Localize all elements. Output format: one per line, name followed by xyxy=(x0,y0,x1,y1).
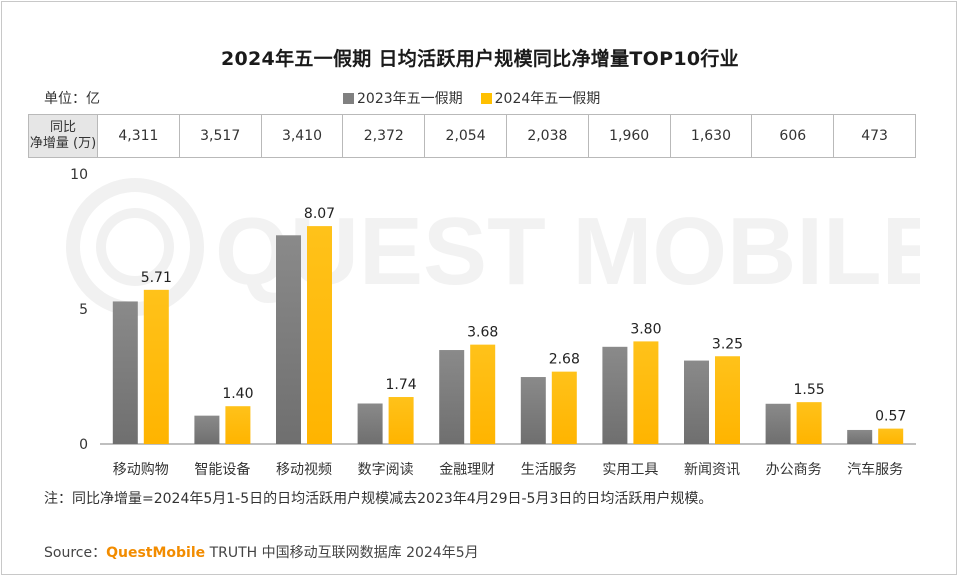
data-label: 1.40 xyxy=(222,386,253,402)
bar-2023 xyxy=(357,403,383,444)
x-category-label: 实用工具 xyxy=(602,462,658,478)
legend-swatch-2023 xyxy=(343,92,354,104)
bar-2023 xyxy=(112,301,138,444)
y-tick-label: 5 xyxy=(79,302,88,318)
legend-item-2023: 2023年五一假期 xyxy=(343,88,463,108)
x-category-label: 金融理财 xyxy=(439,462,495,478)
growth-table-row: 同比 净增量 (万) 4,311 3,517 3,410 2,372 2,054… xyxy=(28,114,916,158)
bar-2024 xyxy=(143,289,169,444)
x-category-label: 智能设备 xyxy=(194,461,250,478)
data-label: 0.57 xyxy=(875,409,906,425)
y-tick-label: 10 xyxy=(70,167,88,183)
x-category-label: 办公商务 xyxy=(766,462,822,478)
growth-cell: 606 xyxy=(751,114,835,158)
bar-2023 xyxy=(194,415,220,444)
growth-table-header-line1: 同比 xyxy=(49,120,76,135)
data-label: 5.71 xyxy=(141,270,172,286)
x-category-label: 移动视频 xyxy=(276,462,332,478)
y-tick-label: 0 xyxy=(79,437,88,453)
source-brand: QuestMobile xyxy=(106,545,206,561)
legend: 2023年五一假期 2024年五一假期 xyxy=(343,88,618,108)
legend-label-2023: 2023年五一假期 xyxy=(357,91,463,107)
x-category-label: 生活服务 xyxy=(521,462,577,478)
bar-2024 xyxy=(715,356,740,444)
bar-2024 xyxy=(633,341,659,444)
growth-cell: 1,960 xyxy=(587,114,671,158)
x-category-label: 汽车服务 xyxy=(847,461,903,478)
source-suffix: TRUTH 中国移动互联网数据库 2024年5月 xyxy=(205,545,479,561)
bar-2024 xyxy=(796,402,822,444)
data-label: 1.74 xyxy=(386,377,417,393)
growth-cell: 473 xyxy=(833,114,916,158)
bar-2023 xyxy=(602,346,628,444)
growth-table-header: 同比 净增量 (万) xyxy=(28,114,98,158)
bar-2023 xyxy=(520,377,546,444)
bar-2023 xyxy=(765,403,791,444)
bar-2023 xyxy=(847,429,873,444)
growth-table-header-line2: 净增量 (万) xyxy=(29,136,97,151)
data-label: 1.55 xyxy=(794,382,825,398)
bar-chart: 0 5 10 5.71 移动购物 1.40 智能设备 8.07 移动视频 1.74 数字阅读 3.68… xyxy=(70,167,916,478)
bar-2023 xyxy=(439,350,465,444)
bar-2024 xyxy=(388,397,414,444)
x-category-label: 数字阅读 xyxy=(358,461,414,478)
growth-cell: 2,038 xyxy=(505,114,589,158)
legend-item-2024: 2024年五一假期 xyxy=(480,88,601,108)
bar-2024 xyxy=(551,371,577,444)
footnote: 注：同比净增量=2024年5月1-5日的日均活跃用户规模减去2023年4月29日… xyxy=(44,491,713,507)
bar-2024 xyxy=(225,406,251,444)
bar-2024 xyxy=(878,428,904,444)
growth-cell: 3,517 xyxy=(178,114,262,158)
source-line: Source：QuestMobile TRUTH 中国移动互联网数据库 2024… xyxy=(44,542,479,562)
data-label: 3.25 xyxy=(712,336,743,352)
source-prefix: Source： xyxy=(44,545,107,561)
bar-2023 xyxy=(276,235,301,444)
bar-2023 xyxy=(684,360,709,444)
data-label: 3.80 xyxy=(630,321,661,337)
growth-cell: 1,630 xyxy=(669,114,753,158)
growth-table: 同比 净增量 (万) 4,311 3,517 3,410 2,372 2,054… xyxy=(28,114,916,158)
chart-title: 2024年五一假期 日均活跃用户规模同比净增量TOP10行业 xyxy=(221,48,739,70)
x-category-label: 移动购物 xyxy=(113,462,169,478)
data-label: 8.07 xyxy=(304,206,335,222)
unit-label: 单位：亿 xyxy=(44,91,100,107)
growth-cell: 2,054 xyxy=(424,114,507,158)
growth-cell: 3,410 xyxy=(260,114,344,158)
bar-2024 xyxy=(470,344,496,444)
growth-cell: 4,311 xyxy=(97,114,180,158)
legend-label-2024: 2024年五一假期 xyxy=(494,91,601,107)
data-label: 2.68 xyxy=(549,352,580,368)
data-label: 3.68 xyxy=(467,325,498,341)
x-category-label: 新闻资讯 xyxy=(684,462,740,478)
bar-2024 xyxy=(307,226,332,444)
legend-swatch-2024 xyxy=(480,92,492,104)
